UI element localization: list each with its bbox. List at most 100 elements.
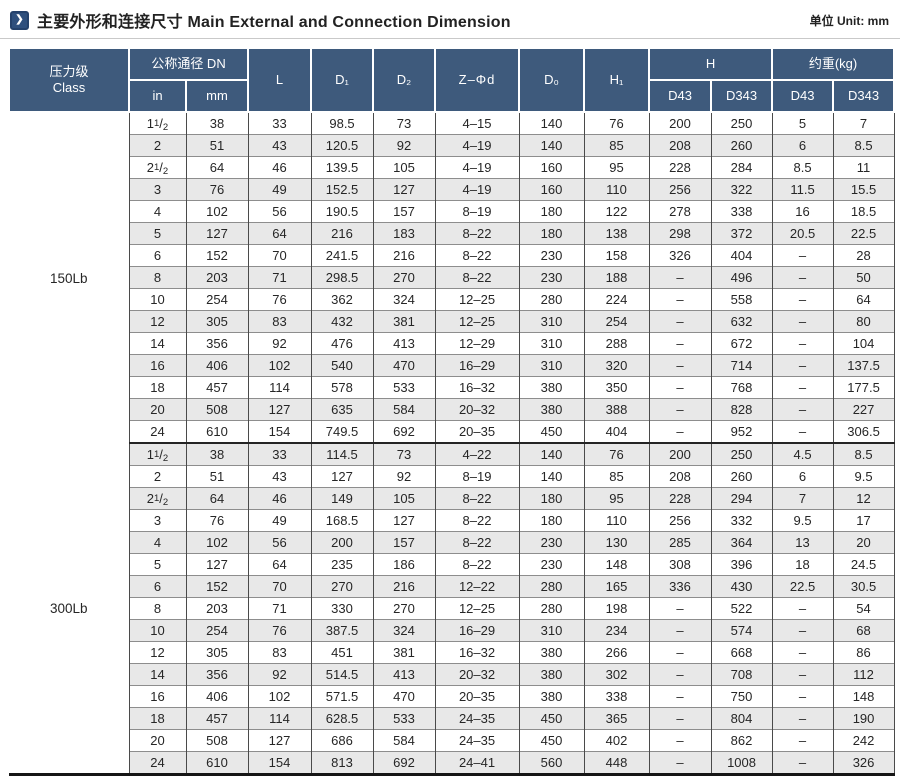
table-cell: – — [648, 266, 712, 289]
table-cell: 5 — [771, 111, 834, 135]
table-cell: 127 — [185, 553, 249, 576]
table-cell: 64 — [247, 553, 312, 576]
table-cell: 8.5 — [771, 156, 834, 179]
table-cell: 10 — [128, 288, 187, 311]
table-cell: 388 — [583, 398, 650, 421]
table-cell: 4–22 — [434, 442, 520, 466]
col-header-l: L — [247, 47, 313, 113]
table-cell: 280 — [518, 597, 585, 620]
table-cell: 154 — [247, 751, 312, 775]
table-cell: 80 — [832, 310, 895, 333]
table-cell: 140 — [518, 134, 585, 157]
table-cell: 17 — [832, 509, 895, 532]
table-row: 10 254 76 362 324 12–25 280 224–558–64 — [9, 288, 895, 311]
table-cell: 18.5 — [832, 200, 895, 223]
table-cell: 21/2 — [128, 156, 187, 179]
table-cell: – — [648, 332, 712, 355]
table-cell: 750 — [710, 685, 773, 708]
table-cell: 406 — [185, 354, 249, 377]
table-row: 150Lb 11/2 38 33 98.5 73 4–15 140 76 200 250 5 7 — [9, 111, 895, 443]
table-cell: 635 — [310, 398, 374, 421]
table-cell: 12 — [128, 641, 187, 664]
table-cell: 7 — [771, 487, 834, 510]
table-cell: 73 — [372, 111, 436, 135]
table-cell: – — [648, 597, 712, 620]
table-cell: 5 — [128, 553, 187, 576]
table-cell: 241.5 — [310, 244, 374, 267]
col-header-weight: 约重(kg) — [771, 47, 896, 81]
table-cell: 230 — [518, 266, 585, 289]
table-cell: 432 — [310, 310, 374, 333]
table-cell: – — [648, 641, 712, 664]
table-cell: 12–25 — [434, 310, 520, 333]
table-cell: 71 — [247, 597, 312, 620]
table-cell: 92 — [247, 332, 312, 355]
table-cell: 20.5 — [771, 222, 834, 245]
table-cell: 16 — [771, 200, 834, 223]
table-cell: 270 — [372, 597, 436, 620]
table-cell: – — [648, 619, 712, 642]
table-cell: 381 — [372, 641, 436, 664]
table-cell: 457 — [185, 707, 249, 730]
table-cell: 112 — [832, 663, 895, 686]
table-cell: 33 — [247, 111, 312, 135]
table-cell: 92 — [372, 134, 436, 157]
table-cell: 152 — [185, 244, 249, 267]
table-cell: 140 — [518, 465, 585, 488]
table-cell: 413 — [372, 663, 436, 686]
table-row: 3 76 49 152.5 127 4–19 160 110 256 322 11.5 15.5 — [9, 178, 895, 201]
table-cell: 152.5 — [310, 178, 374, 201]
table-cell: 8 — [128, 266, 187, 289]
table-cell: 298.5 — [310, 266, 374, 289]
table-cell: 183 — [372, 222, 436, 245]
table-cell: 152 — [185, 575, 249, 598]
table-cell: 102 — [185, 200, 249, 223]
table-cell: 18 — [128, 376, 187, 399]
table-cell: 76 — [583, 111, 650, 135]
table-cell: 105 — [372, 156, 436, 179]
table-cell: 95 — [583, 487, 650, 510]
table-cell: 140 — [518, 442, 585, 466]
table-row: 14 356 92 514.5 413 20–32 380 302–708–112 — [9, 663, 895, 686]
col-header-mm: mm — [184, 79, 250, 113]
table-cell: 7 — [832, 111, 895, 135]
title-bar: ❯ 主要外形和连接尺寸 Main External and Connection… — [0, 0, 900, 39]
table-cell: 16–32 — [434, 641, 520, 664]
table-row: 24 610 154 813 692 24–41 560 448–1008–326 — [9, 751, 895, 775]
table-cell: 216 — [310, 222, 374, 245]
table-cell: 338 — [583, 685, 650, 708]
table-cell: – — [771, 332, 834, 355]
table-cell: – — [771, 751, 834, 775]
table-cell: 110 — [583, 509, 650, 532]
table-cell: 714 — [710, 354, 773, 377]
table-cell: 533 — [372, 707, 436, 730]
table-cell: 3 — [128, 509, 187, 532]
table-cell: 380 — [518, 663, 585, 686]
table-cell: 8–22 — [434, 509, 520, 532]
table-cell: 20–32 — [434, 663, 520, 686]
table-cell: 12–25 — [434, 597, 520, 620]
table-cell: 120.5 — [310, 134, 374, 157]
table-cell: 38 — [185, 442, 249, 466]
table-row: 20 508 127 635 584 20–32 380 388–828–227 — [9, 398, 895, 421]
table-row: 5 127 64 235 186 8–22 230 148 308 396 18 24.5 — [9, 553, 895, 576]
table-cell: 160 — [518, 178, 585, 201]
table-cell: 114.5 — [310, 442, 374, 466]
table-cell: 260 — [710, 134, 773, 157]
table-cell: 86 — [832, 641, 895, 664]
table-cell: 749.5 — [310, 420, 374, 443]
table-cell: 302 — [583, 663, 650, 686]
table-cell: – — [771, 685, 834, 708]
table-cell: 356 — [185, 663, 249, 686]
table-cell: 571.5 — [310, 685, 374, 708]
table-cell: 558 — [710, 288, 773, 311]
table-cell: 9.5 — [832, 465, 895, 488]
table-cell: 310 — [518, 332, 585, 355]
table-cell: 260 — [710, 465, 773, 488]
table-cell: 364 — [710, 531, 773, 554]
table-cell: 6 — [128, 575, 187, 598]
table-cell: 365 — [583, 707, 650, 730]
table-cell: 332 — [710, 509, 773, 532]
table-cell: 20 — [832, 531, 895, 554]
table-cell: 8–22 — [434, 244, 520, 267]
